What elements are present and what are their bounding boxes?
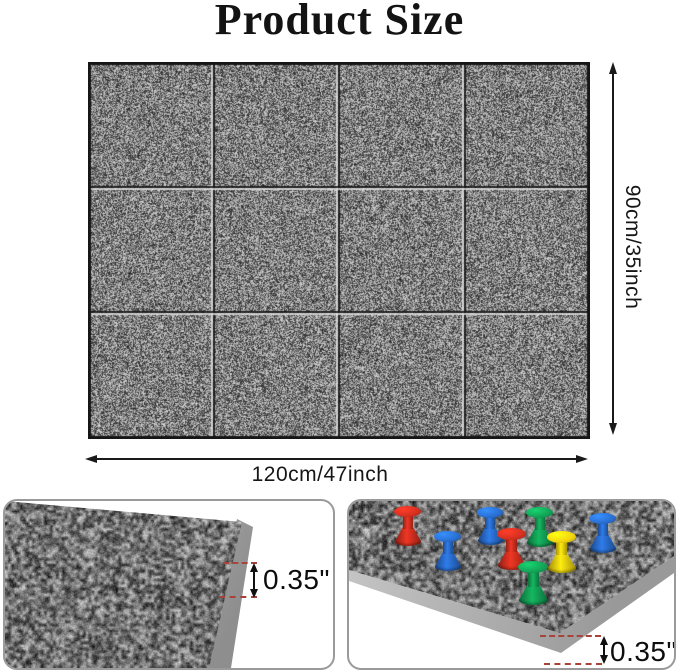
arrow-line [94,458,576,460]
arrow-up-icon [609,62,617,74]
pin-top [547,531,575,543]
pin-foot [435,562,461,571]
pin-top [497,528,525,540]
push-pin-green [517,561,550,605]
pin-foot [590,544,616,553]
arrow-right-icon [576,455,588,463]
pin-top [526,507,553,518]
height-dimension-label: 90cm/35inch [622,177,644,317]
dash-line-bottom [544,663,602,665]
arrow-down-icon [609,423,617,435]
push-pin-blue [433,531,463,571]
pin-top [477,507,503,518]
page-title: Product Size [0,0,679,45]
width-dimension-label: 120cm/47inch [205,463,435,487]
pin-foot [548,563,576,573]
push-pin-blue [588,513,618,553]
product-size-infographic: Product Size 90cm/35inch 120cm/47inch 0.… [0,0,679,672]
thickness-photo-right: 0.35" [347,499,676,670]
push-pin-red [393,506,423,546]
pin-top [394,506,421,517]
thickness-label-left: 0.35" [263,564,330,596]
push-pin-yellow [546,531,578,573]
arrow-left-icon [85,455,97,463]
pin-top [434,531,461,542]
pin-foot [519,595,548,605]
thickness-photo-left: 0.35" [3,499,335,670]
pin-top [518,561,548,573]
arrow-line [612,71,614,425]
dash-line-top [540,635,601,637]
felt-board-image [88,62,590,439]
thickness-label-right: 0.35" [610,636,676,668]
pin-top [589,513,616,524]
pin-foot [395,537,421,546]
